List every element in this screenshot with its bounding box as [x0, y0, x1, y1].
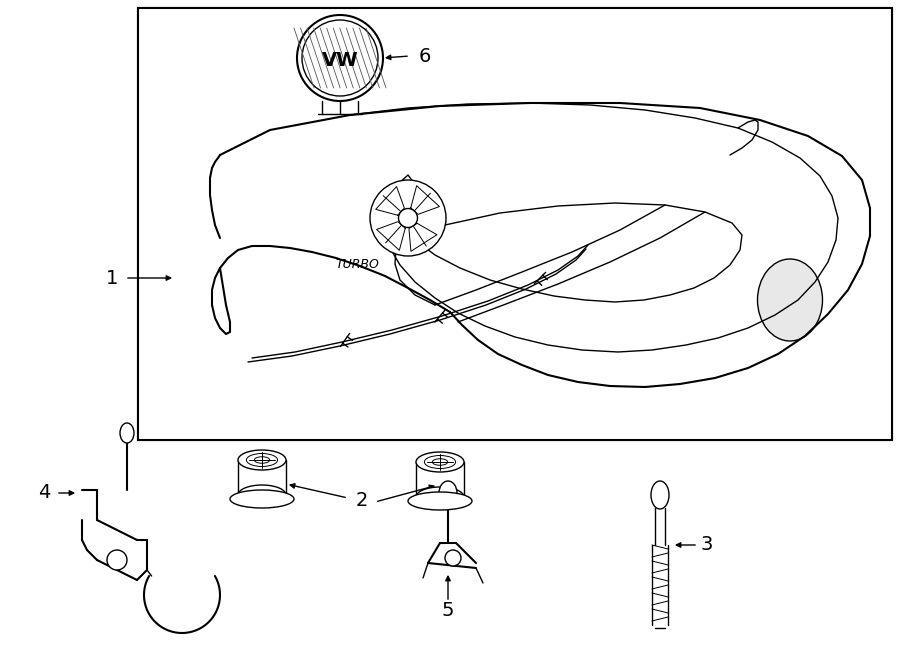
Bar: [138, 8, 892, 440]
Ellipse shape: [238, 485, 286, 505]
Bar: [139, 9, 891, 439]
Text: VW: VW: [321, 52, 358, 71]
Ellipse shape: [651, 481, 669, 509]
Ellipse shape: [758, 259, 823, 341]
Circle shape: [297, 15, 383, 101]
Bar: [138, 8, 892, 440]
Circle shape: [399, 208, 418, 227]
Text: 5: 5: [442, 600, 454, 619]
Circle shape: [107, 550, 127, 570]
Circle shape: [445, 550, 461, 566]
Ellipse shape: [416, 487, 464, 507]
Ellipse shape: [408, 492, 472, 510]
Ellipse shape: [416, 452, 464, 472]
Text: 4: 4: [38, 483, 50, 502]
Ellipse shape: [230, 490, 294, 508]
Ellipse shape: [120, 423, 134, 443]
Text: 6: 6: [418, 46, 431, 65]
Text: 1: 1: [105, 268, 118, 288]
Ellipse shape: [439, 481, 457, 505]
Text: TURBO: TURBO: [335, 258, 379, 271]
Text: 2: 2: [356, 490, 368, 510]
Text: 3: 3: [700, 535, 713, 555]
Ellipse shape: [238, 450, 286, 470]
Circle shape: [370, 180, 446, 256]
